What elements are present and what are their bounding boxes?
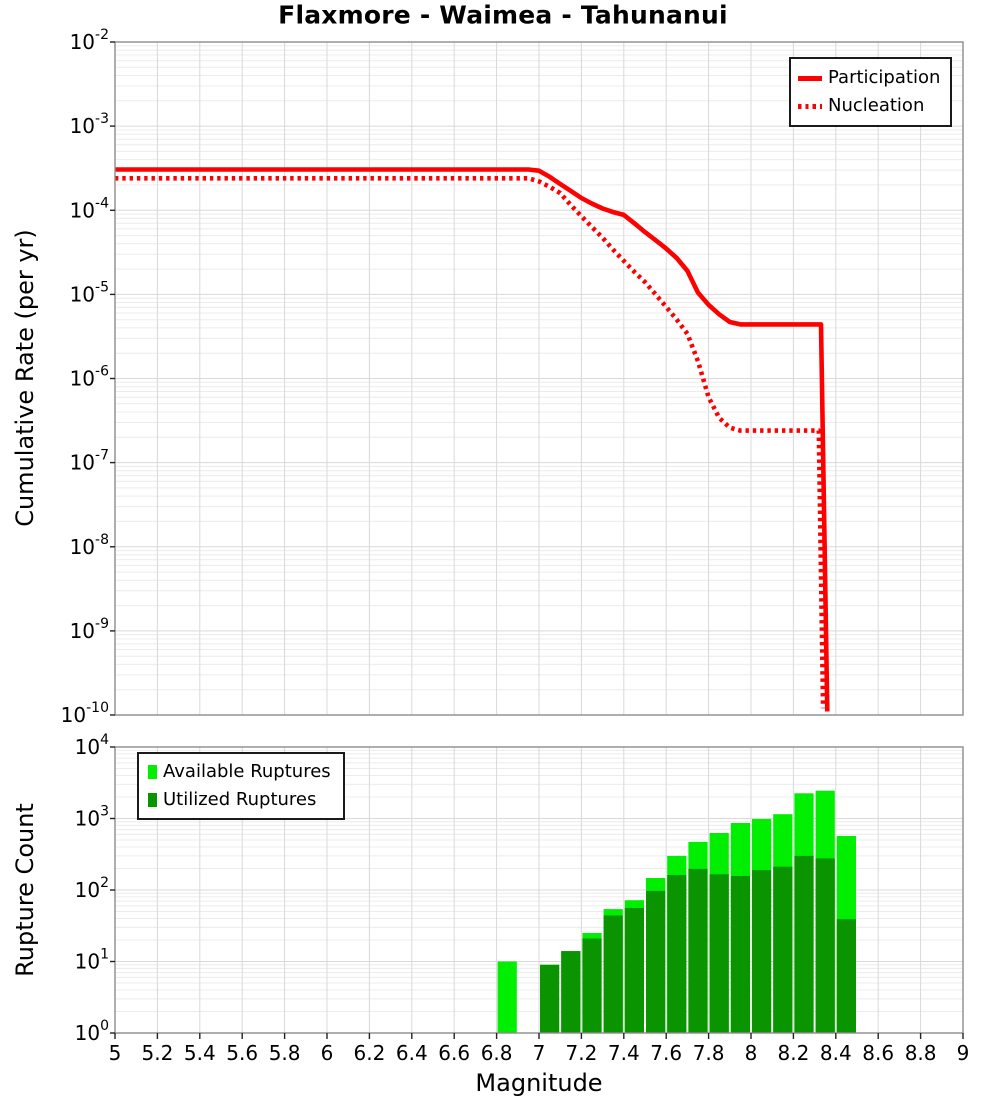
utilized-bar <box>836 919 856 1033</box>
utilized-bar <box>561 951 581 1033</box>
legend-row-utilized: Utilized Ruptures <box>148 791 331 809</box>
utilized-bar <box>688 868 708 1033</box>
utilized-bar <box>624 908 644 1033</box>
utilized-bar <box>815 858 835 1033</box>
x-tick-label: 8.8 <box>905 1041 937 1065</box>
x-tick-label: 6.4 <box>396 1041 428 1065</box>
utilized-bar <box>752 870 772 1033</box>
top-plot: 10-2 10-3 10-4 10-5 10-6 10-7 10-8 10-9 10-10 <box>61 27 964 727</box>
utilized-bar <box>730 876 750 1033</box>
utilized-bars <box>540 855 856 1033</box>
top-y-axis-label: Cumulative Rate (per yr) <box>11 229 39 527</box>
x-tick-label: 5.8 <box>269 1041 301 1065</box>
nucleation-line <box>115 176 826 709</box>
x-tick-label: 5.2 <box>141 1041 173 1065</box>
x-tick-label: 5.6 <box>226 1041 258 1065</box>
legend-label-participation: Participation <box>828 67 941 88</box>
x-tick-label: 5.4 <box>184 1041 216 1065</box>
utilized-bar <box>667 875 687 1033</box>
y-tick-label: 10-5 <box>70 279 109 306</box>
x-tick-label: 5 <box>109 1041 122 1065</box>
utilized-ruptures-swatch <box>148 793 157 807</box>
rupture-legend: Available Ruptures Utilized Ruptures <box>137 752 345 820</box>
chart-title: Flaxmore - Waimea - Tahunanui <box>278 0 728 30</box>
utilized-bar <box>646 890 666 1033</box>
x-axis-label: Magnitude <box>475 1069 603 1097</box>
rate-legend: Participation Nucleation <box>789 57 953 127</box>
y-tick-label: 10-7 <box>70 448 109 475</box>
x-tick-label: 7.8 <box>693 1041 725 1065</box>
legend-label-nucleation: Nucleation <box>828 95 925 116</box>
y-tick-label: 10-4 <box>70 195 110 222</box>
available-bar <box>497 961 517 1033</box>
y-axis-ticks: 10-2 10-3 10-4 10-5 10-6 10-7 10-8 10-9 10-10 <box>61 27 115 727</box>
bottom-y-axis-label: Rupture Count <box>11 803 39 977</box>
utilized-bar <box>603 915 623 1033</box>
legend-row-participation: Participation <box>798 69 940 87</box>
y-tick-label: 104 <box>75 732 109 759</box>
x-tick-label: 6 <box>321 1041 334 1065</box>
y-axis-ticks: 104 103 102 101 100 <box>75 732 115 1045</box>
utilized-bar <box>709 874 729 1033</box>
participation-line <box>115 167 830 712</box>
x-tick-label: 7 <box>533 1041 546 1065</box>
x-tick-label: 8.6 <box>862 1041 894 1065</box>
x-tick-label: 7.4 <box>608 1041 640 1065</box>
x-tick-label: 7.6 <box>650 1041 682 1065</box>
y-tick-label: 10-10 <box>61 700 109 727</box>
x-tick-label: 7.2 <box>565 1041 597 1065</box>
legend-row-available: Available Ruptures <box>148 763 331 781</box>
y-tick-label: 10-3 <box>70 111 109 138</box>
utilized-bar <box>794 855 814 1033</box>
y-tick-label: 101 <box>75 947 109 974</box>
y-tick-label: 10-9 <box>70 616 109 643</box>
grid-major <box>114 41 964 716</box>
y-tick-label: 100 <box>75 1018 109 1045</box>
legend-row-nucleation: Nucleation <box>798 97 940 115</box>
utilized-bar <box>540 964 560 1033</box>
y-tick-label: 10-2 <box>70 27 109 54</box>
utilized-bar <box>773 866 793 1033</box>
x-tick-label: 6.2 <box>353 1041 385 1065</box>
participation-line-sample <box>798 75 822 81</box>
nucleation-line-sample <box>798 103 822 109</box>
legend-label-available: Available Ruptures <box>163 761 331 782</box>
legend-label-utilized: Utilized Ruptures <box>163 789 317 810</box>
x-tick-label: 8 <box>745 1041 758 1065</box>
y-tick-label: 103 <box>75 804 109 831</box>
utilized-bar <box>582 938 602 1033</box>
x-tick-label: 8.2 <box>777 1041 809 1065</box>
x-tick-label: 6.6 <box>438 1041 470 1065</box>
y-tick-label: 10-8 <box>70 532 109 559</box>
x-tick-label: 6.8 <box>481 1041 513 1065</box>
y-tick-label: 102 <box>75 875 109 902</box>
y-tick-label: 10-6 <box>70 364 110 391</box>
available-ruptures-swatch <box>148 765 157 779</box>
x-axis-ticks: 5 5.2 5.4 5.6 5.8 6 6.2 6.4 6.6 6.8 7 7.2 7.4 7.6 7.8 8… <box>109 1033 970 1065</box>
x-tick-label: 9 <box>957 1041 970 1065</box>
x-tick-label: 8.4 <box>820 1041 852 1065</box>
